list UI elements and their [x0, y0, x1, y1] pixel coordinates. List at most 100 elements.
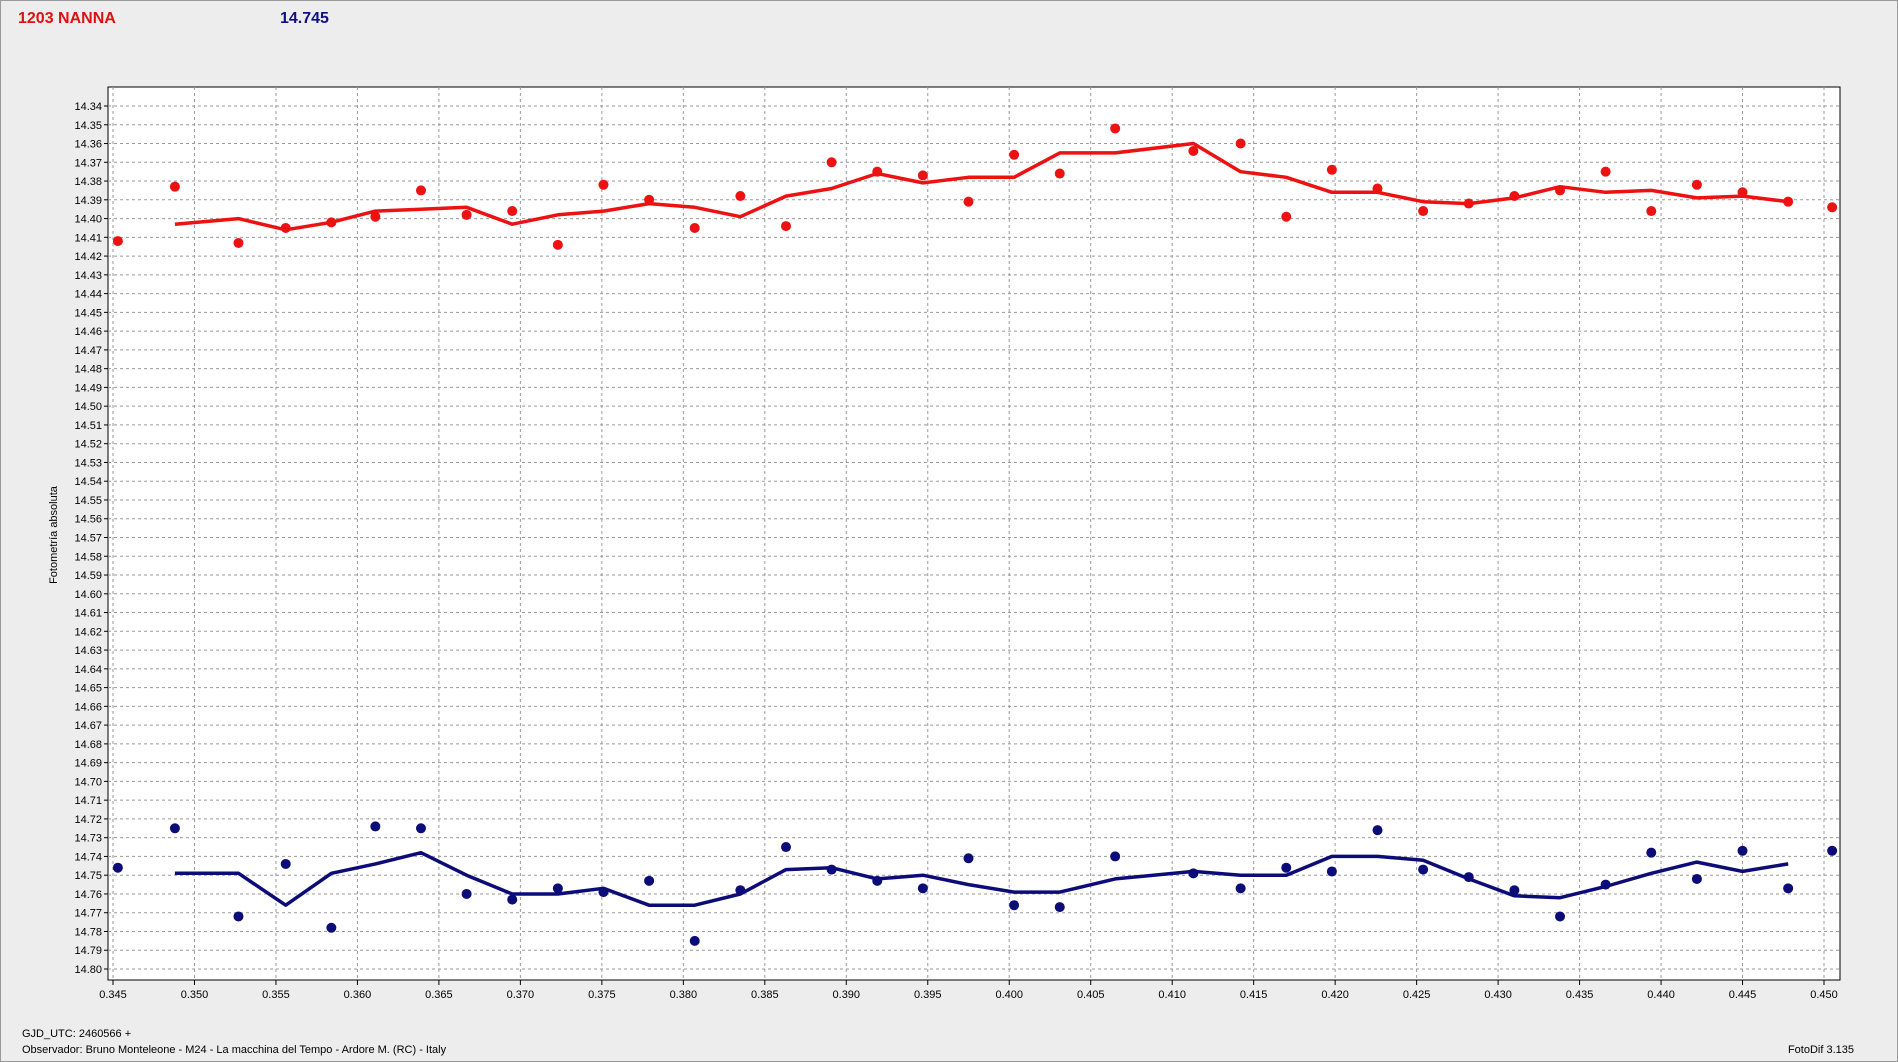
series-0-point [1281, 211, 1292, 222]
series-0-point [598, 179, 609, 190]
series-0-line [174, 141, 1789, 232]
series-1-point [370, 821, 381, 832]
series-1-point [1110, 851, 1121, 862]
x-tick-label: 0.420 [1321, 989, 1349, 1001]
y-tick-label: 14.73 [74, 833, 102, 845]
y-tick-label: 14.68 [74, 739, 102, 751]
y-tick-label: 14.48 [74, 364, 102, 376]
series-0-point [644, 194, 655, 205]
y-tick-label: 14.52 [74, 439, 102, 451]
series-1-point [507, 894, 518, 905]
series-0-point [1691, 179, 1702, 190]
series-1-point [415, 823, 426, 834]
y-tick-label: 14.64 [74, 664, 102, 676]
y-tick-label: 14.66 [74, 701, 102, 713]
y-tick-label: 14.67 [74, 720, 102, 732]
series-1-point [826, 864, 837, 875]
series-1-point [326, 922, 337, 933]
y-tick-label: 14.56 [74, 514, 102, 526]
x-tick-label: 0.425 [1403, 989, 1431, 1001]
x-tick-label: 0.395 [914, 989, 942, 1001]
series-1-point [233, 911, 244, 922]
series-0-point [963, 196, 974, 207]
x-tick-label: 0.415 [1240, 989, 1268, 1001]
series-1-point [1555, 911, 1566, 922]
y-tick-label: 14.46 [74, 326, 102, 338]
series-1-point [1054, 902, 1065, 913]
series-0-point [169, 181, 180, 192]
y-tick-label: 14.40 [74, 214, 102, 226]
gjd-label: GJD_UTC: 2460566 + [22, 1028, 132, 1040]
series-0-point [1463, 198, 1474, 209]
series-0-point [552, 239, 563, 250]
y-tick-label: 14.50 [74, 401, 102, 413]
series-1-point [689, 935, 700, 946]
y-tick-label: 14.47 [74, 345, 102, 357]
series-0-point [826, 157, 837, 168]
y-tick-label: 14.60 [74, 589, 102, 601]
x-tick-label: 0.405 [1077, 989, 1105, 1001]
y-tick-label: 14.75 [74, 870, 102, 882]
y-tick-label: 14.54 [74, 476, 102, 488]
x-tick-label: 0.355 [262, 989, 290, 1001]
series-1-point [169, 823, 180, 834]
series-1-point [552, 883, 563, 894]
series-0-point [1600, 166, 1611, 177]
x-tick-label: 0.400 [995, 989, 1023, 1001]
observer-label: Observador: Bruno Monteleone - M24 - La … [22, 1044, 447, 1056]
y-tick-label: 14.39 [74, 195, 102, 207]
x-tick-label: 0.410 [1158, 989, 1186, 1001]
series-0-point [1555, 185, 1566, 196]
series-0-point [1372, 183, 1383, 194]
series-0-point [1418, 206, 1429, 217]
x-tick-label: 0.440 [1647, 989, 1675, 1001]
series-0-point [917, 170, 928, 181]
series-1-point [461, 888, 472, 899]
y-tick-label: 14.71 [74, 795, 102, 807]
series-0-point [233, 237, 244, 248]
y-tick-label: 14.58 [74, 551, 102, 563]
y-tick-label: 14.35 [74, 120, 102, 132]
y-tick-label: 14.37 [74, 157, 102, 169]
y-tick-label: 14.62 [74, 626, 102, 638]
series-1-point [1600, 879, 1611, 890]
series-0-point [507, 206, 518, 217]
series-1-line [174, 850, 1789, 907]
version-label: FotoDif 3.135 [1787, 1044, 1854, 1056]
series-0-point [1509, 191, 1520, 202]
x-tick-label: 0.380 [670, 989, 698, 1001]
series-1-point [644, 875, 655, 886]
series-0-point [1110, 123, 1121, 134]
x-tick-label: 0.450 [1810, 989, 1838, 1001]
series-1-point [1235, 883, 1246, 894]
y-tick-label: 14.65 [74, 683, 102, 695]
series-1-point [1783, 883, 1794, 894]
plot-area [107, 86, 1841, 981]
y-tick-label: 14.44 [74, 289, 102, 301]
x-tick-label: 0.365 [425, 989, 453, 1001]
y-tick-label: 14.34 [74, 101, 102, 113]
series-0-point [370, 211, 381, 222]
series-1-point [780, 842, 791, 853]
series-1-point [1509, 885, 1520, 896]
series-1-point [1691, 873, 1702, 884]
y-tick-label: 14.36 [74, 139, 102, 151]
series-1-point [1281, 862, 1292, 873]
x-tick-label: 0.370 [507, 989, 535, 1001]
y-tick-label: 14.72 [74, 814, 102, 826]
series-1-point [1009, 900, 1020, 911]
series-0-point [415, 185, 426, 196]
y-tick-label: 14.43 [74, 270, 102, 282]
x-tick-label: 0.390 [833, 989, 861, 1001]
y-tick-label: 14.57 [74, 533, 102, 545]
y-tick-label: 14.78 [74, 926, 102, 938]
y-tick-label: 14.69 [74, 758, 102, 770]
series-1-point [1646, 847, 1657, 858]
y-tick-label: 14.74 [74, 851, 102, 863]
series-0-point [112, 236, 123, 247]
series-0-point [280, 222, 291, 233]
object-name-label: 1203 NANNA [18, 10, 116, 27]
series-0-point [780, 221, 791, 232]
series-1-point [963, 853, 974, 864]
series-0-point [689, 222, 700, 233]
